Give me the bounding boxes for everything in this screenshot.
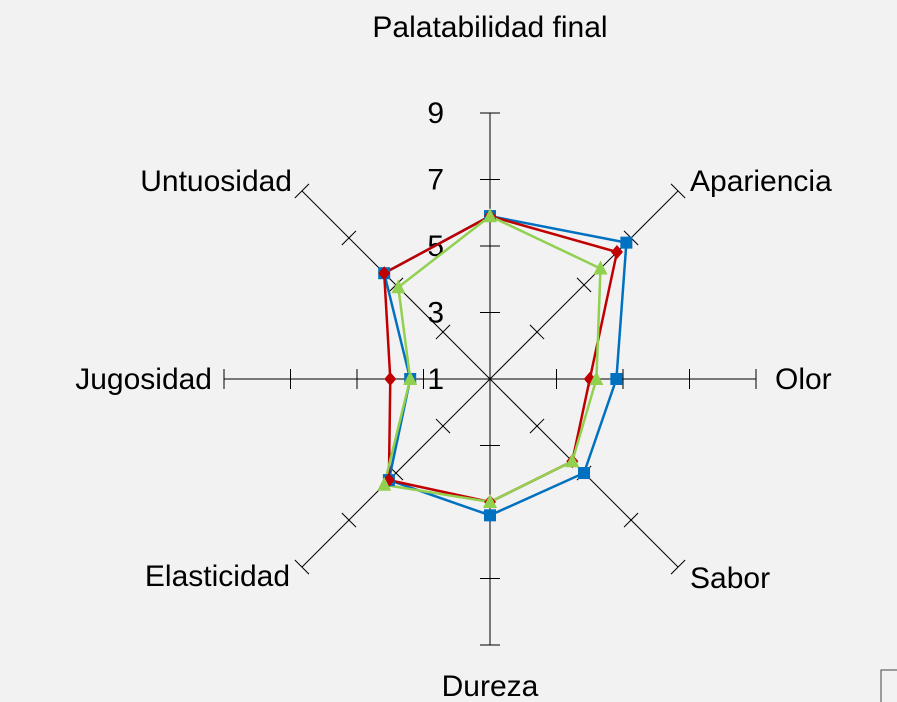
marker — [610, 373, 623, 385]
marker — [484, 509, 496, 522]
r-tick-label: 7 — [427, 163, 444, 196]
frame-corner — [880, 669, 897, 702]
category-label: Elasticidad — [145, 560, 290, 593]
category-label: Palatabilidad final — [372, 11, 608, 44]
tick-mark — [623, 512, 639, 528]
category-label: Dureza — [442, 670, 539, 702]
category-label: Jugosidad — [75, 363, 212, 396]
r-tick-label: 3 — [427, 296, 444, 329]
marker — [384, 372, 397, 386]
tick-mark — [670, 559, 686, 575]
marker — [589, 371, 604, 385]
r-tick-label: 1 — [427, 363, 444, 396]
tick-mark — [435, 324, 451, 340]
category-label: Untuosidad — [140, 165, 292, 198]
marker — [620, 236, 633, 249]
marker — [610, 245, 623, 260]
marker — [565, 453, 580, 468]
category-label-box: Palatabilidad final — [372, 11, 608, 44]
tick-mark — [576, 277, 592, 293]
marker — [483, 494, 497, 509]
tick-mark — [670, 183, 686, 199]
marker — [578, 467, 591, 480]
tick-mark — [341, 512, 357, 528]
tick-mark — [341, 230, 357, 246]
tick-mark — [529, 324, 545, 340]
category-label: Sabor — [690, 562, 770, 595]
tick-mark — [435, 418, 451, 434]
r-tick-label: 9 — [427, 97, 444, 130]
category-label: Olor — [775, 363, 832, 396]
marker — [377, 476, 392, 491]
tick-mark — [294, 183, 310, 199]
marker — [378, 266, 391, 281]
marker — [403, 371, 418, 385]
marker — [391, 279, 406, 294]
marker — [483, 208, 497, 223]
tick-mark — [294, 559, 310, 575]
tick-mark — [529, 418, 545, 434]
category-label: Apariencia — [690, 165, 832, 198]
marker — [593, 260, 608, 275]
